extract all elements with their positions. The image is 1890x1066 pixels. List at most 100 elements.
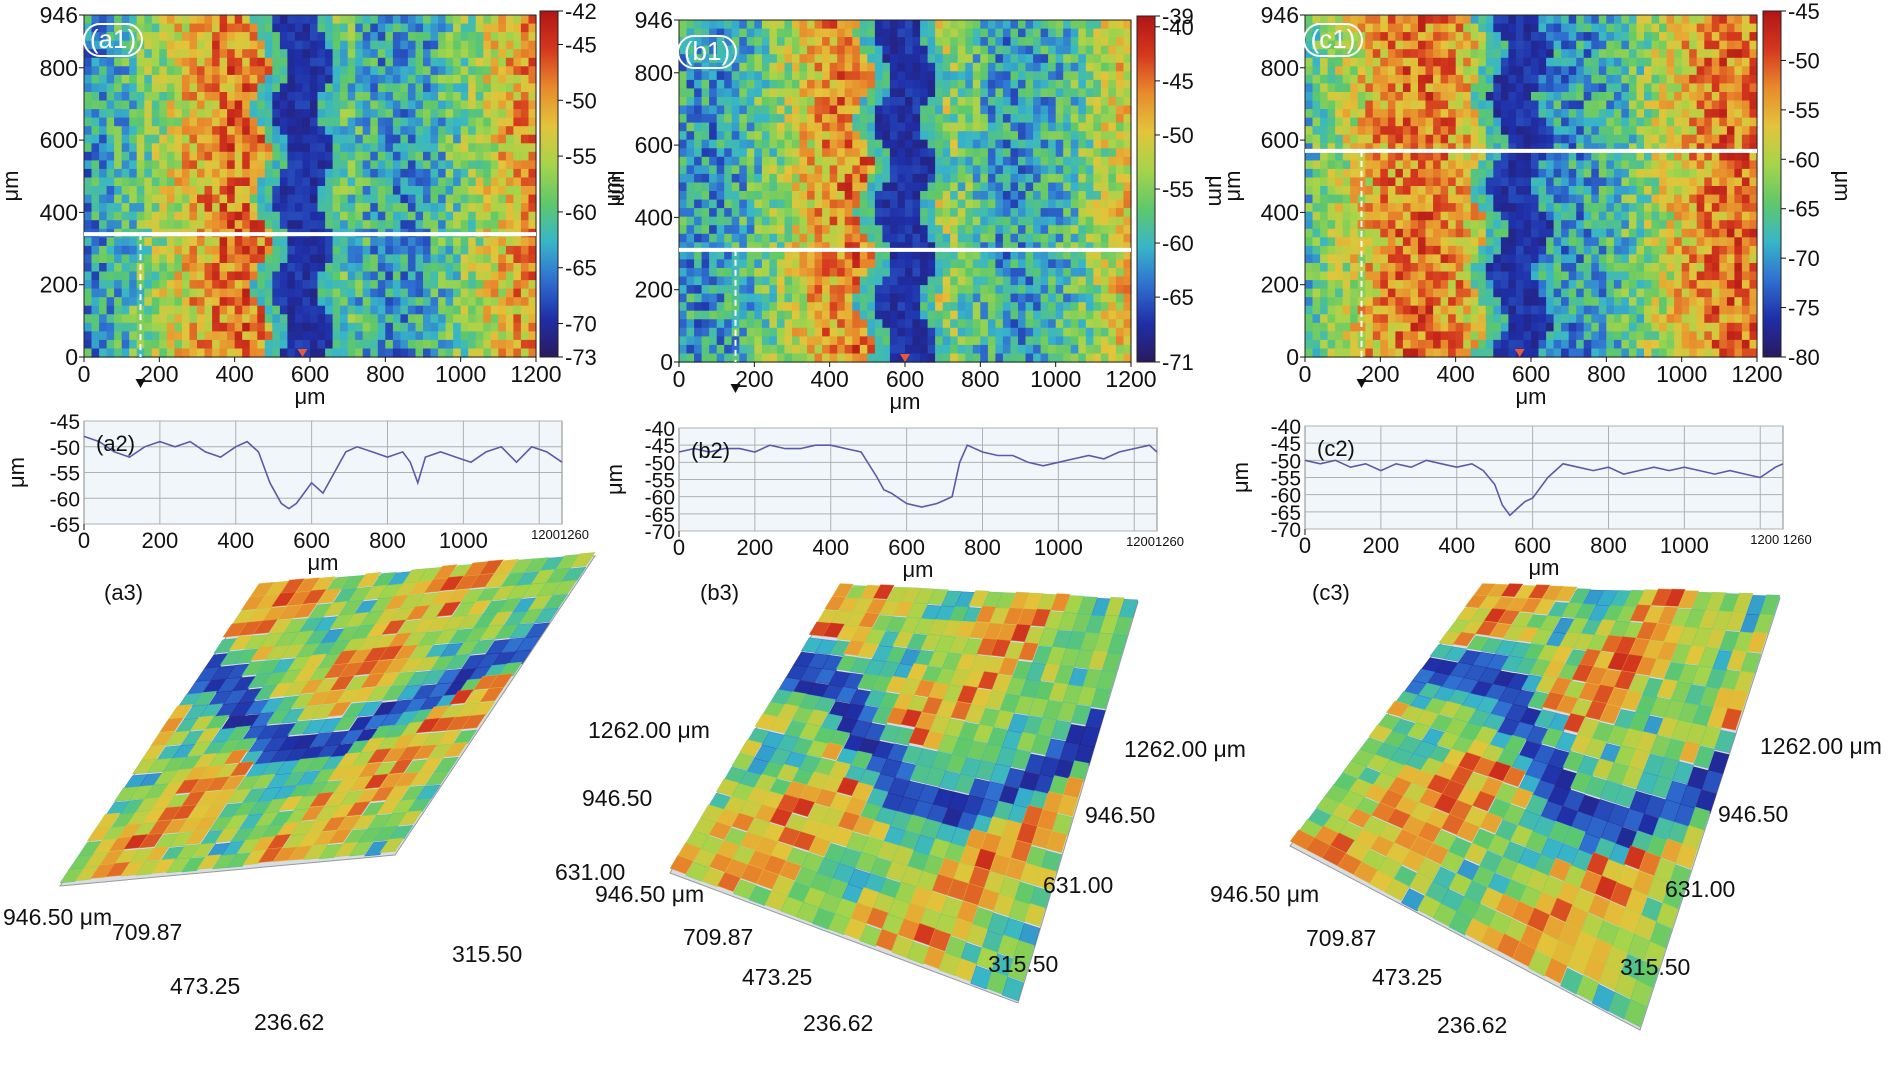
surface-facet [497,661,523,678]
surface-facet [253,684,279,701]
surface-facet [1475,620,1499,636]
y-tick-label: 400 [40,199,78,225]
colorbar-tick-label: -39 [1162,4,1194,29]
surface-facet [956,900,979,924]
surface-facet [1720,707,1743,731]
profile-c2: -40-45-50-55-60-65-700 200 400 600 800 1000 12… [1228,416,1812,580]
surface-facet [879,600,901,616]
y-tick-label: 0 [1286,344,1299,370]
y-axis-label: μm [602,464,627,495]
surface-facet [254,811,280,827]
surface-facet [543,593,569,610]
surface-facet [357,701,383,717]
surface-facet [135,860,161,876]
surface-facet [1464,917,1489,943]
surface-facet [1547,602,1570,618]
surface-facet [1438,700,1463,719]
surface-facet [1029,886,1051,910]
surface-facet [1385,843,1411,865]
surface-facet [875,928,898,952]
panel-label: (a1) [90,24,136,54]
x-tick-label: 200 [735,366,773,392]
surface-facet [1606,762,1629,785]
colorbar-tick-label: -60 [565,200,597,225]
x-tick-label: 1000 [1034,535,1083,560]
surface-facet [1348,778,1374,798]
surface-facet [1688,806,1711,832]
y-tick-label: -70 [645,521,675,544]
colorbar-tick-label: -55 [1162,177,1194,202]
surface-facet [859,924,883,947]
surface-facet [986,970,1008,995]
surface-facet [799,784,823,804]
y-tick-label: 600 [635,132,673,158]
colorbar-tick-label: -60 [1788,147,1820,172]
surface-facet [1040,850,1062,874]
surface-facet [427,743,453,760]
surface-facet [892,600,915,617]
surface-facet [436,601,462,617]
surface-facet [312,830,338,846]
y-tick-label: -45 [50,411,80,434]
colorbar-tick-label: -60 [1162,231,1194,256]
x-tick-label-end: 1200 1260 [1750,532,1811,547]
surface-facet [1512,941,1537,967]
surface-facet [184,829,210,846]
x-axis-tick-label: 1262.00 μm [1124,736,1246,762]
y-tick-label: -55 [50,463,80,486]
surface-facet [423,577,449,594]
surface-facet [872,584,895,600]
surface-facet [972,907,994,931]
surface-facet [196,854,222,870]
surface-facet [739,739,763,757]
surface-facet [1001,976,1024,1002]
x-axis-tick-label: 1262.00 μm [1760,733,1882,759]
surface-facet [381,685,407,701]
x-tick-label: 1200 [1105,366,1156,392]
x-tick-label: 400 [810,366,848,392]
surface-facet [1497,609,1521,625]
surface-facet [1007,957,1030,982]
panel-tag-frame [677,35,737,69]
y-tick-label: -60 [50,488,80,511]
surface-facet [868,820,891,841]
y-tick-label: -60 [1271,485,1301,508]
surface-facet [287,719,313,736]
surface-facet [1725,611,1747,632]
colorbar-tick-label: -65 [1162,285,1194,310]
surface-facet [430,655,456,671]
colorbar-tick-label: -50 [1162,123,1194,148]
surface-facet [731,752,755,771]
surface-facet [864,628,887,645]
surface-facet [966,923,989,947]
surface-facet [1461,620,1485,636]
surface-facet [925,891,948,914]
surface-facet [323,600,349,617]
surface-facet [1432,902,1458,927]
surface-facet [220,775,246,791]
surface-facet [1540,727,1564,748]
surface-facet [1510,787,1534,809]
surface-facet [409,770,435,787]
surface-facet [857,642,880,659]
y-tick-label: -55 [645,470,675,493]
x-tick-label: 1000 [435,361,486,387]
y-tick-label: 800 [635,60,673,86]
surface-facet [1443,646,1468,662]
surface-facet [1483,608,1507,623]
surface-facet [1401,888,1426,912]
x-tick-label: 0 [673,535,685,560]
y-axis-tick-label: 236.62 [254,1009,324,1035]
x-tick-label: 600 [1514,533,1551,558]
y-axis-label: μm [4,457,29,488]
surface-facet [150,731,176,747]
surface-facet [1691,665,1713,687]
heatmap-a1: (a1) 0 200 400 600 800 1000 1200 μm 0 200 400 600 800… [0,0,632,409]
surface-facet [1599,703,1622,725]
x-axis-label: μm [889,389,920,414]
surface-facet [59,867,85,884]
x-axis-label: μm [1528,555,1559,580]
surface-facet [954,957,977,982]
surface-facet [1528,950,1552,977]
surface-facet [1024,903,1046,927]
